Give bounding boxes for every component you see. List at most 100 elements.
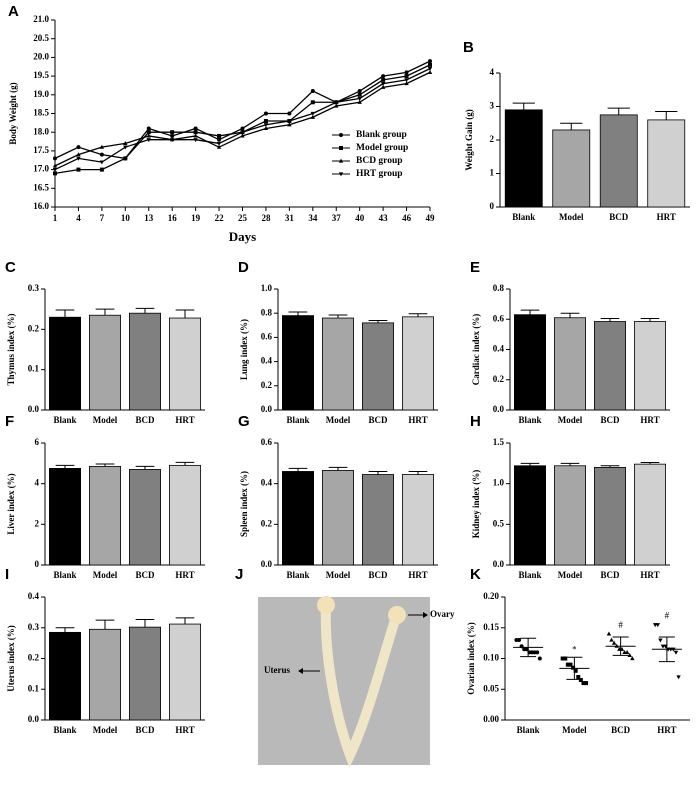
marker bbox=[517, 638, 522, 643]
significance-mark: # bbox=[618, 620, 623, 630]
bar bbox=[321, 470, 354, 566]
y-tick-label: 2 bbox=[35, 518, 40, 528]
y-axis-label: Body Weight (g) bbox=[8, 82, 18, 144]
marker bbox=[216, 144, 222, 149]
x-tick-label: 25 bbox=[238, 213, 248, 223]
y-tick-label: 17.5 bbox=[33, 145, 49, 155]
bar bbox=[168, 623, 201, 721]
arrow-head bbox=[298, 668, 303, 674]
annotation: Uterus bbox=[264, 665, 290, 675]
x-tick-label: 13 bbox=[144, 213, 154, 223]
marker bbox=[357, 92, 362, 97]
marker bbox=[240, 133, 245, 138]
marker bbox=[658, 638, 663, 643]
y-tick-label: 0.00 bbox=[483, 714, 499, 724]
marker bbox=[217, 137, 222, 142]
y-tick-label: 0.4 bbox=[261, 356, 273, 366]
marker bbox=[193, 126, 198, 131]
y-axis-label: Ovarian index (%) bbox=[466, 622, 476, 695]
marker bbox=[146, 133, 151, 138]
marker bbox=[380, 81, 386, 86]
y-tick-label: 0.6 bbox=[261, 331, 273, 341]
x-tick-label: HRT bbox=[640, 570, 659, 580]
marker bbox=[338, 172, 344, 177]
y-axis-label: Thymus index (%) bbox=[6, 313, 16, 385]
x-tick-label: Blank bbox=[53, 415, 76, 425]
marker bbox=[99, 144, 105, 149]
marker bbox=[565, 662, 570, 667]
y-tick-label: 0.2 bbox=[261, 380, 273, 390]
y-tick-label: 0 bbox=[490, 201, 495, 211]
marker bbox=[217, 133, 222, 138]
y-tick-label: 0.3 bbox=[28, 622, 40, 632]
y-tick-label: 0.1 bbox=[28, 683, 40, 693]
bar bbox=[128, 626, 161, 721]
bar bbox=[168, 317, 201, 411]
marker bbox=[146, 130, 151, 135]
marker bbox=[630, 656, 635, 661]
legend-label: BCD group bbox=[356, 156, 403, 166]
marker bbox=[404, 78, 409, 83]
x-tick-label: HRT bbox=[657, 212, 676, 222]
marker bbox=[655, 623, 660, 628]
x-tick-label: HRT bbox=[657, 725, 676, 735]
x-tick-label: Model bbox=[93, 570, 118, 580]
bar bbox=[401, 474, 434, 566]
significance-mark: * bbox=[572, 645, 577, 655]
bar bbox=[49, 468, 82, 566]
panel-letter: A bbox=[8, 3, 19, 20]
uterus-tissue bbox=[320, 600, 401, 768]
marker bbox=[193, 138, 198, 143]
bar bbox=[594, 321, 627, 411]
y-tick-label: 16.5 bbox=[33, 182, 49, 192]
marker bbox=[170, 130, 175, 135]
panel-letter: K bbox=[470, 566, 481, 583]
marker bbox=[123, 141, 128, 146]
marker bbox=[380, 84, 386, 89]
x-tick-label: 7 bbox=[100, 213, 105, 223]
x-tick-label: 43 bbox=[379, 213, 389, 223]
marker bbox=[357, 89, 362, 94]
bar bbox=[281, 471, 314, 566]
y-axis-label: Liver index (%) bbox=[6, 473, 16, 534]
panel-letter: J bbox=[235, 566, 243, 583]
marker bbox=[99, 167, 104, 172]
x-tick-label: Blank bbox=[517, 725, 540, 735]
y-tick-label: 0.2 bbox=[28, 323, 40, 333]
bar bbox=[599, 114, 638, 208]
y-axis-label: Uterus index (%) bbox=[6, 625, 16, 692]
annotation: Ovary bbox=[430, 609, 455, 619]
marker bbox=[339, 133, 343, 137]
x-tick-label: 1 bbox=[53, 213, 58, 223]
x-tick-label: Blank bbox=[286, 415, 309, 425]
y-tick-label: 0.0 bbox=[28, 714, 40, 724]
marker bbox=[193, 133, 198, 138]
y-tick-label: 0.6 bbox=[493, 313, 505, 323]
y-tick-label: 0.4 bbox=[261, 478, 273, 488]
x-tick-label: BCD bbox=[609, 212, 629, 222]
y-tick-label: 0.8 bbox=[261, 307, 273, 317]
marker bbox=[404, 70, 409, 75]
marker bbox=[627, 653, 632, 658]
marker bbox=[357, 96, 362, 101]
y-tick-label: 4 bbox=[490, 67, 495, 77]
marker bbox=[99, 160, 105, 165]
x-tick-label: HRT bbox=[640, 415, 659, 425]
x-tick-label: BCD bbox=[368, 415, 388, 425]
y-tick-label: 0.8 bbox=[493, 283, 505, 293]
marker bbox=[146, 138, 151, 143]
marker bbox=[573, 668, 578, 673]
bar bbox=[361, 474, 394, 566]
marker bbox=[240, 126, 245, 131]
marker bbox=[53, 171, 57, 176]
x-tick-label: HRT bbox=[175, 570, 194, 580]
x-tick-label: HRT bbox=[408, 415, 427, 425]
x-tick-label: HRT bbox=[408, 570, 427, 580]
marker bbox=[339, 146, 343, 150]
bar bbox=[321, 317, 354, 411]
x-tick-label: Model bbox=[558, 570, 583, 580]
y-tick-label: 18.5 bbox=[33, 108, 49, 118]
y-tick-label: 19.5 bbox=[33, 70, 49, 80]
y-axis-label: Weight Gain (g) bbox=[464, 109, 474, 171]
